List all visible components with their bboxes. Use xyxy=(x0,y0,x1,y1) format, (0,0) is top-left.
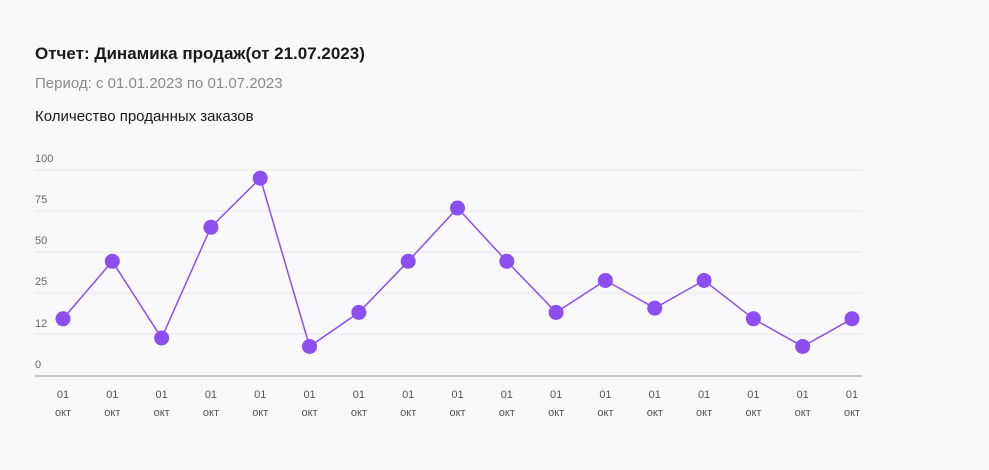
x-tick-day: 01 xyxy=(797,389,809,401)
x-tick-month: окт xyxy=(449,407,465,419)
data-point[interactable] xyxy=(450,200,465,216)
x-tick-month: окт xyxy=(351,407,367,419)
y-tick-label: 100 xyxy=(35,153,53,165)
x-tick-day: 01 xyxy=(205,389,217,401)
data-point[interactable] xyxy=(844,311,860,327)
data-point[interactable] xyxy=(203,219,219,235)
x-tick-day: 01 xyxy=(402,389,414,401)
x-tick-month: окт xyxy=(154,407,170,419)
x-tick-month: окт xyxy=(696,407,712,419)
x-tick-month: окт xyxy=(795,407,811,419)
x-tick-day: 01 xyxy=(156,389,168,401)
data-point[interactable] xyxy=(597,272,613,288)
x-tick-day: 01 xyxy=(254,389,266,401)
x-tick-month: окт xyxy=(647,407,663,419)
y-tick-label: 12 xyxy=(35,318,47,330)
data-point[interactable] xyxy=(55,311,71,327)
x-tick-month: окт xyxy=(302,407,318,419)
x-tick-month: окт xyxy=(499,407,515,419)
y-tick-label: 25 xyxy=(35,276,47,288)
y-tick-labels: 0 12 25 50 75 100 xyxy=(35,153,53,371)
data-point[interactable] xyxy=(252,170,268,186)
data-point[interactable] xyxy=(400,253,416,269)
x-tick-month: окт xyxy=(548,407,564,419)
y-tick-label: 50 xyxy=(35,235,47,247)
chart-title: Отчет: Динамика продаж(от 21.07.2023) xyxy=(35,44,365,63)
data-point[interactable] xyxy=(104,253,120,269)
y-tick-label: 75 xyxy=(35,194,47,206)
x-tick-month: окт xyxy=(203,407,219,419)
x-tick-day: 01 xyxy=(501,389,513,401)
data-points xyxy=(55,170,860,354)
x-tick-day: 01 xyxy=(649,389,661,401)
x-tick-labels: 01 окт 01 окт 01 окт 01 окт 01 окт 01 окт 01 окт 01 окт… xyxy=(55,389,860,419)
x-tick-month: окт xyxy=(55,407,71,419)
y-tick-label: 0 xyxy=(35,359,41,371)
data-point[interactable] xyxy=(154,330,170,346)
x-tick-month: окт xyxy=(104,407,120,419)
data-point[interactable] xyxy=(745,311,761,327)
x-tick-day: 01 xyxy=(57,389,69,401)
data-point[interactable] xyxy=(548,304,564,320)
x-tick-day: 01 xyxy=(599,389,611,401)
x-tick-month: окт xyxy=(844,407,860,419)
x-tick-month: окт xyxy=(597,407,613,419)
x-tick-day: 01 xyxy=(698,389,710,401)
x-tick-day: 01 xyxy=(846,389,858,401)
y-axis-label: Количество проданных заказов xyxy=(35,108,254,125)
data-point[interactable] xyxy=(696,272,712,288)
data-point[interactable] xyxy=(302,338,318,354)
x-tick-day: 01 xyxy=(353,389,365,401)
data-point[interactable] xyxy=(795,338,811,354)
x-tick-month: окт xyxy=(400,407,416,419)
x-tick-day: 01 xyxy=(106,389,118,401)
chart-subtitle: Период: с 01.01.2023 по 01.07.2023 xyxy=(35,75,283,92)
x-tick-day: 01 xyxy=(747,389,759,401)
data-point[interactable] xyxy=(351,304,367,320)
x-tick-day: 01 xyxy=(303,389,315,401)
x-tick-day: 01 xyxy=(451,389,463,401)
x-tick-month: окт xyxy=(745,407,761,419)
x-tick-day: 01 xyxy=(550,389,562,401)
x-tick-month: окт xyxy=(252,407,268,419)
data-point[interactable] xyxy=(499,253,515,269)
grid-lines xyxy=(35,169,862,335)
data-point[interactable] xyxy=(647,300,663,316)
